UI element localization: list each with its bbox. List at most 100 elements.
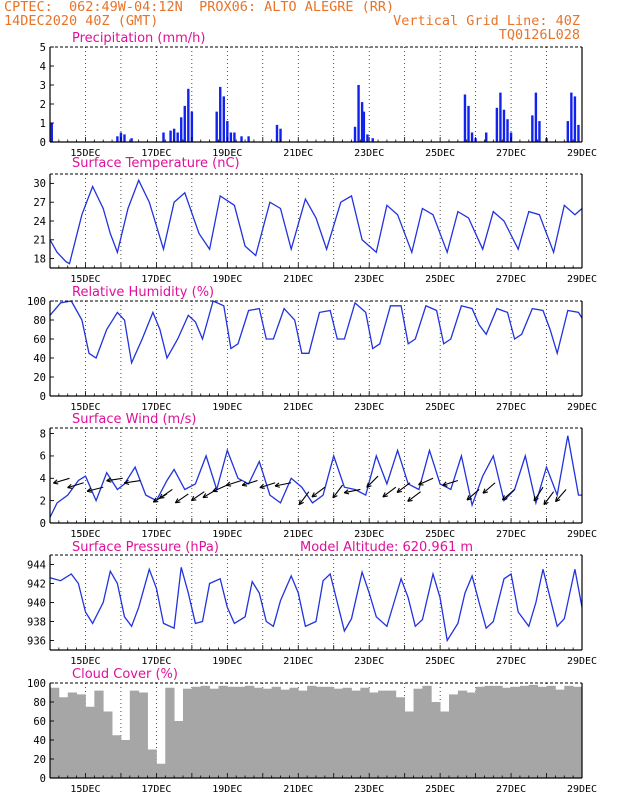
cloud-cover-panel: 0 20 40 60 80 100 15DEC 17DEC 19DEC 21DEC 23DEC 25D… xyxy=(27,667,597,795)
precip-bar xyxy=(495,107,499,142)
precip-bar xyxy=(233,132,236,142)
y-tick-label: 80 xyxy=(33,697,46,709)
wind-arrow xyxy=(86,486,104,493)
cloud-bar xyxy=(457,690,468,778)
cloud-bar xyxy=(449,694,459,778)
date-label: 15DEC xyxy=(70,784,100,795)
precip-bar xyxy=(485,132,488,142)
precip-bar xyxy=(275,124,279,142)
y-tick-label: 3 xyxy=(40,80,46,92)
header-vertical-grid: Vertical Grid Line: 40Z xyxy=(393,13,580,29)
wind-title: Surface Wind (m/s) xyxy=(72,412,196,427)
date-label: 21DEC xyxy=(283,148,313,159)
cloud-bar xyxy=(85,706,95,778)
y-tick-label: 6 xyxy=(40,451,46,463)
date-label: 25DEC xyxy=(425,529,455,540)
precipitation-title: Precipitation (mm/h) xyxy=(72,31,205,46)
cloud-bar xyxy=(413,688,423,778)
cloud-bar xyxy=(404,711,414,778)
pressure-title: Surface Pressure (hPa) xyxy=(72,540,219,555)
wind-arrow xyxy=(482,482,496,494)
cloud-bar xyxy=(395,697,406,778)
cloud-bar xyxy=(67,692,77,778)
y-tick-label: 21 xyxy=(33,235,46,247)
wind-arrow xyxy=(501,489,515,501)
y-tick-label: 8 xyxy=(40,428,46,440)
date-label: 27DEC xyxy=(496,148,526,159)
date-label: 23DEC xyxy=(354,656,384,667)
wind-arrow xyxy=(158,489,173,499)
y-tick-label: 60 xyxy=(33,334,46,346)
cloud-bar xyxy=(103,711,113,778)
precip-bar xyxy=(499,92,502,142)
y-tick-label: 27 xyxy=(33,197,46,209)
cloud-bar xyxy=(218,685,228,778)
humidity-line xyxy=(49,300,583,366)
date-label: 21DEC xyxy=(283,784,313,795)
precip-bar xyxy=(215,111,218,142)
y-tick-label: 936 xyxy=(27,635,46,647)
wind-arrow xyxy=(190,491,205,502)
cloud-bar xyxy=(431,702,441,778)
y-tick-label: 100 xyxy=(27,678,46,690)
cloud-bar xyxy=(475,686,485,778)
date-label: 27DEC xyxy=(496,274,526,285)
y-tick-label: 1 xyxy=(40,118,46,130)
wind-arrow xyxy=(67,482,84,489)
precip-bar xyxy=(123,134,126,142)
precip-bar xyxy=(229,132,233,142)
cloud-bar xyxy=(564,685,574,778)
cloud-bar xyxy=(245,685,255,778)
wind-arrow xyxy=(366,475,379,488)
y-tick-label: 24 xyxy=(33,216,46,228)
date-label: 21DEC xyxy=(283,529,313,540)
date-label: 17DEC xyxy=(141,529,171,540)
date-label: 23DEC xyxy=(354,529,384,540)
cloud-bar xyxy=(289,687,299,778)
cloud-bar xyxy=(191,686,202,778)
precip-bar xyxy=(190,111,194,142)
header-run-time: 14DEC2020 40Z (GMT) xyxy=(4,13,159,29)
wind-line xyxy=(49,435,582,518)
wind-panel: 0 2 4 6 8 15DEC 17DEC 19DEC 21DEC 23DEC 25DEC 27DEC… xyxy=(40,412,597,540)
cloud-bar xyxy=(209,688,219,778)
cloud-bar xyxy=(324,686,335,778)
wind-arrow xyxy=(555,489,567,503)
cloud-bar xyxy=(369,692,379,778)
cloud-bar xyxy=(129,690,140,778)
y-tick-label: 30 xyxy=(33,178,46,190)
wind-arrow xyxy=(543,491,555,506)
cloud-bar xyxy=(351,690,361,778)
date-label: 25DEC xyxy=(425,274,455,285)
date-label: 17DEC xyxy=(141,148,171,159)
pressure-line xyxy=(49,567,583,643)
date-label: 29DEC xyxy=(567,529,597,540)
date-label: 23DEC xyxy=(354,402,384,413)
y-tick-label: 942 xyxy=(27,578,46,590)
date-label: 21DEC xyxy=(283,402,313,413)
precip-bar xyxy=(116,136,119,142)
cloud-bar xyxy=(156,763,166,778)
pressure-panel: 936 938 940 942 944 15DEC 17DEC 19DEC 21DEC 23DEC… xyxy=(27,540,597,667)
wind-arrow xyxy=(442,480,459,487)
cloud-bar xyxy=(484,685,494,778)
date-label: 29DEC xyxy=(567,402,597,413)
wind-arrow xyxy=(332,484,344,499)
y-tick-label: 40 xyxy=(33,735,46,747)
header-station: CPTEC: 062:49W-04:12N PROX06: ALTO ALEGR… xyxy=(4,0,395,15)
header-model-code: TQ0126L028 xyxy=(498,27,580,43)
precip-bar xyxy=(187,88,190,142)
wind-arrow xyxy=(382,486,397,498)
wind-arrow xyxy=(52,477,70,485)
precip-bar xyxy=(371,138,374,142)
cloud-bar xyxy=(502,687,512,778)
cloud-bar xyxy=(555,689,565,778)
date-label: 23DEC xyxy=(354,274,384,285)
humidity-panel: 0 20 40 60 80 100 15DEC 17DEC 19DEC 21DEC 23DEC 25D… xyxy=(27,285,597,413)
wind-arrow xyxy=(343,488,361,495)
cloud-bar xyxy=(440,711,450,778)
date-label: 15DEC xyxy=(70,274,100,285)
cloud-bar xyxy=(422,685,432,778)
date-label: 17DEC xyxy=(141,656,171,667)
